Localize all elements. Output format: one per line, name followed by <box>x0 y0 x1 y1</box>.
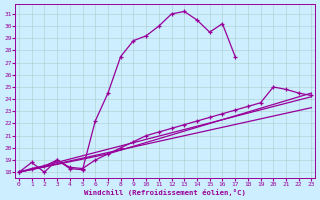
X-axis label: Windchill (Refroidissement éolien,°C): Windchill (Refroidissement éolien,°C) <box>84 189 246 196</box>
